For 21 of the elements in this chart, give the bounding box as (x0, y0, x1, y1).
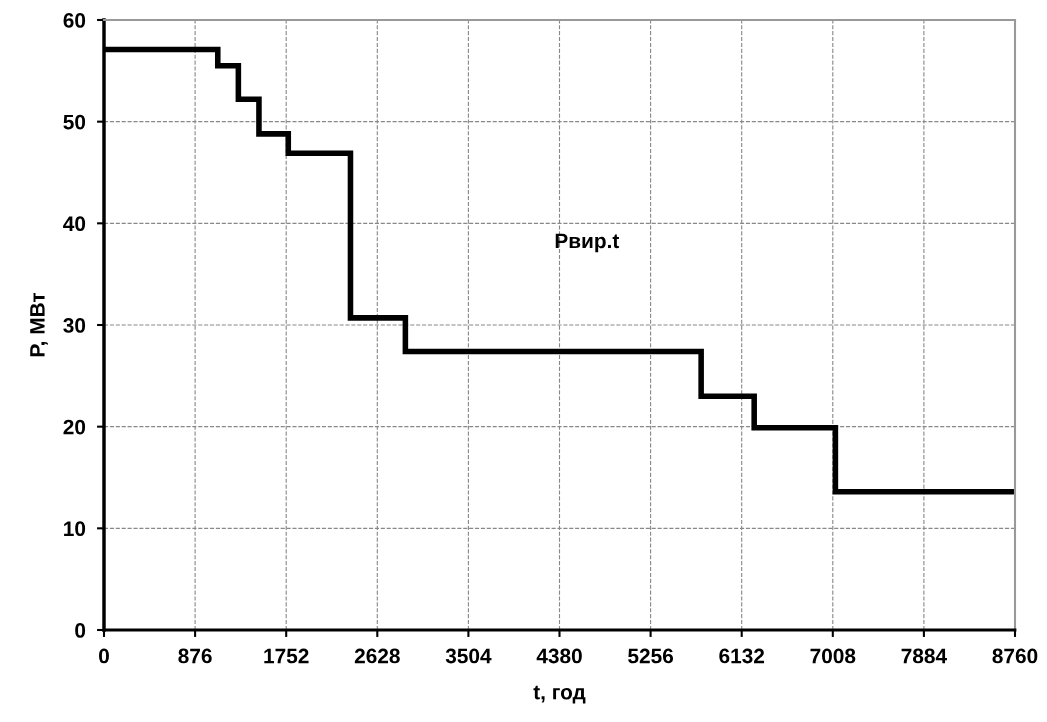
y-tick-label: 0 (75, 623, 86, 638)
annotation: Рвир.t (555, 233, 620, 253)
x-tick-label: 6132 (719, 648, 765, 664)
y-axis-title: P, МВт (30, 293, 48, 357)
x-tick-label: 2628 (354, 648, 400, 664)
x-tick-label: 7884 (901, 648, 947, 664)
y-tick-label: 60 (63, 13, 86, 28)
x-tick-label: 0 (99, 648, 109, 664)
x-tick-label: 1752 (264, 648, 309, 664)
x-tick-label: 8760 (992, 648, 1038, 664)
x-tick-label: 876 (178, 648, 212, 664)
y-tick-label: 30 (63, 318, 86, 333)
x-tick-label: 7008 (810, 648, 856, 664)
x-tick-label: 5256 (628, 648, 674, 664)
x-axis-title: t, год (533, 685, 586, 704)
x-tick-label: 3504 (445, 648, 492, 664)
y-tick-label: 20 (63, 419, 86, 435)
x-tick-label: 4380 (536, 648, 582, 664)
y-tick-label: 50 (63, 114, 86, 130)
y-tick-label: 40 (63, 216, 86, 232)
y-tick-label: 10 (64, 521, 86, 537)
